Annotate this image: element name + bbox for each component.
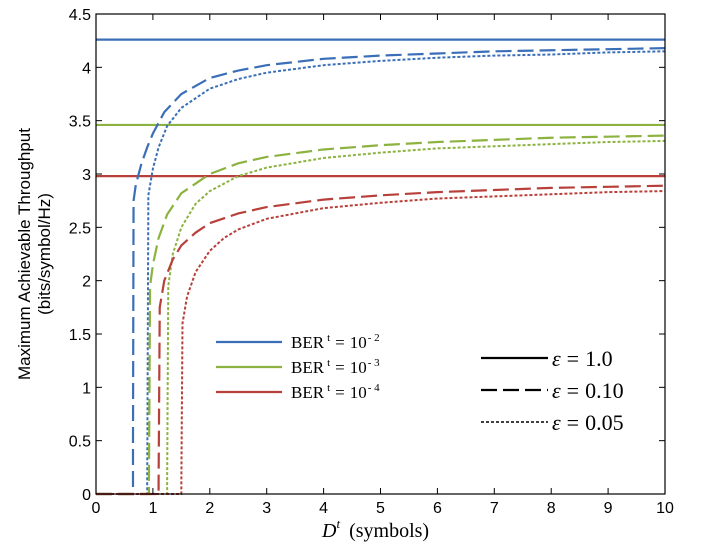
legend: BER t = 10- 2 BER t = 10- 3 BER t = 10- 4 ε = 1.0 ε = 0.1… <box>216 332 624 435</box>
y-tick-label: 3 <box>82 167 91 184</box>
y-axis-label-line1: Maximum Achievable Throughput <box>15 128 34 380</box>
x-axis-label-sup: t <box>336 516 340 531</box>
x-tick-label: 1 <box>148 500 157 517</box>
series-layer <box>96 40 665 494</box>
x-tick-label: 6 <box>433 500 442 517</box>
x-tick-label: 2 <box>205 500 214 517</box>
x-tick-label: 4 <box>319 500 328 517</box>
y-tick-label: 4 <box>82 60 91 77</box>
x-tick-label: 9 <box>604 500 613 517</box>
series-ber3-eps-0_10-line <box>96 136 665 494</box>
y-tick-label: 0 <box>82 487 91 504</box>
x-tick-label: 3 <box>262 500 271 517</box>
legend-color-label: BER t = 10- 3 <box>291 357 380 377</box>
y-tick-label: 3.5 <box>69 114 91 131</box>
series-ber4-eps-0_05-line <box>96 191 665 494</box>
y-axis-label-line2: (bits/symbol/Hz) <box>35 193 54 315</box>
x-tick-label: 0 <box>92 500 101 517</box>
legend-style-label: ε = 1.0 <box>552 346 613 371</box>
y-tick-label: 1 <box>82 380 91 397</box>
y-tick-label: 1.5 <box>69 327 91 344</box>
y-tick-label: 2.5 <box>69 220 91 237</box>
legend-style-label: ε = 0.05 <box>552 410 624 435</box>
x-axis-label-main: D <box>321 520 337 542</box>
x-tick-label: 7 <box>490 500 499 517</box>
x-tick-label: 10 <box>656 500 674 517</box>
x-tick-label: 5 <box>376 500 385 517</box>
y-axis-label: Maximum Achievable Throughput (bits/symb… <box>15 128 54 380</box>
legend-color-label: BER t = 10- 4 <box>291 382 380 402</box>
x-axis-label: Dt (symbols) <box>321 516 429 542</box>
legend-style-label: ε = 0.10 <box>552 378 624 403</box>
y-tick-label: 4.5 <box>69 7 91 24</box>
y-tick-label: 0.5 <box>69 434 91 451</box>
legend-color-label: BER t = 10- 2 <box>291 332 380 352</box>
x-tick-label: 8 <box>547 500 556 517</box>
y-tick-label: 2 <box>82 274 91 291</box>
x-axis-label-rest: (symbols) <box>349 520 429 542</box>
